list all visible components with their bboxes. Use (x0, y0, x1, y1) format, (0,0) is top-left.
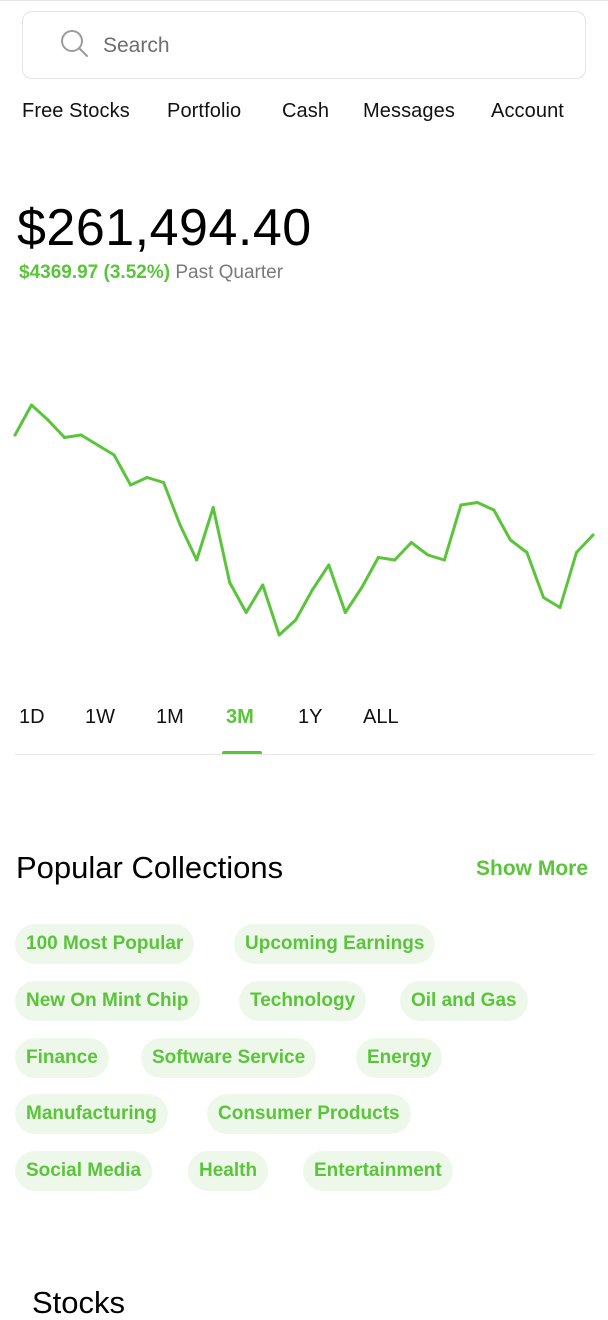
chart-point (162, 481, 166, 484)
chart-point (211, 506, 215, 509)
chart-point (228, 581, 232, 584)
chart-point (195, 558, 199, 562)
portfolio-value: $261,494.40 (17, 199, 312, 257)
collection-chip[interactable]: Technology (239, 981, 367, 1021)
nav-account[interactable]: Account (491, 100, 564, 122)
collection-chip[interactable]: Entertainment (303, 1151, 453, 1191)
collection-chip[interactable]: Manufacturing (15, 1094, 168, 1134)
chart-point (244, 611, 248, 614)
chart-series-line (13, 403, 595, 637)
chart-point (360, 586, 364, 589)
nav-cash[interactable]: Cash (282, 100, 330, 122)
chart-point (129, 483, 133, 487)
chart-point (542, 596, 545, 599)
range-tab-1y[interactable]: 1Y (298, 706, 323, 728)
chart-point (343, 611, 347, 614)
main-nav: Free Stocks Portfolio Cash Messages Acco… (0, 100, 608, 128)
collection-chip[interactable]: Consumer Products (207, 1094, 411, 1134)
top-divider (0, 0, 608, 1)
collection-chip[interactable]: Software Service (141, 1038, 317, 1078)
search-icon (59, 28, 91, 60)
chart-point (13, 433, 17, 437)
chart-point (525, 551, 529, 554)
chart-point (442, 558, 446, 562)
change-amount: $4369.97 (19, 262, 99, 283)
chart-point (475, 501, 479, 504)
collection-chip[interactable]: Energy (356, 1038, 443, 1078)
chart-point (492, 508, 496, 512)
chart-point (409, 541, 413, 544)
chart-point (558, 606, 562, 609)
range-tab-3m[interactable]: 3M (226, 706, 254, 728)
collection-chip[interactable]: Upcoming Earnings (234, 924, 436, 964)
chart-point (327, 563, 331, 567)
chart-point (277, 633, 281, 637)
chart-point (261, 583, 265, 587)
search-input[interactable] (103, 26, 563, 66)
chart-point (393, 558, 397, 562)
chart-point (79, 433, 83, 437)
active-range-indicator (222, 751, 262, 755)
chart-point (508, 538, 512, 542)
chart-point (46, 418, 50, 422)
chart-point (426, 553, 430, 557)
collections-title: Popular Collections (16, 850, 284, 885)
collection-chip[interactable]: Health (188, 1151, 269, 1191)
chart-point (591, 533, 595, 537)
portfolio-change: $4369.97 (3.52%) Past Quarter (19, 262, 283, 284)
chart-point (63, 436, 66, 439)
chart-point (112, 453, 116, 457)
show-more-link[interactable]: Show More (476, 857, 589, 880)
collection-chip[interactable]: Finance (15, 1038, 109, 1078)
chart-point (376, 556, 380, 559)
range-tab-1w[interactable]: 1W (85, 706, 115, 728)
portfolio-chart[interactable] (0, 380, 608, 680)
nav-free-stocks[interactable]: Free Stocks (22, 100, 130, 122)
chart-point (575, 551, 578, 554)
range-tab-1d[interactable]: 1D (19, 706, 45, 728)
chart-point (96, 443, 100, 447)
nav-messages[interactable]: Messages (363, 100, 455, 122)
collection-chip[interactable]: Oil and Gas (400, 981, 528, 1021)
nav-portfolio[interactable]: Portfolio (167, 100, 242, 122)
chart-point (30, 403, 33, 407)
range-tab-all[interactable]: ALL (363, 706, 399, 728)
chart-point (294, 618, 298, 622)
stocks-title: Stocks (32, 1285, 126, 1320)
collection-chip[interactable]: 100 Most Popular (15, 924, 195, 964)
range-divider (15, 754, 594, 755)
chart-point (178, 523, 182, 527)
chart-point (310, 588, 314, 592)
collection-chip[interactable]: Social Media (15, 1151, 153, 1191)
change-period: Past Quarter (175, 262, 284, 283)
chart-point (459, 503, 463, 507)
range-tab-1m[interactable]: 1M (156, 706, 184, 728)
search-bar[interactable] (22, 11, 586, 79)
change-percent: (3.52%) (103, 262, 171, 283)
time-range-tabs: 1D 1W 1M 3M 1Y ALL (0, 706, 608, 736)
chart-point (145, 476, 149, 479)
collection-chip[interactable]: New On Mint Chip (15, 981, 200, 1021)
